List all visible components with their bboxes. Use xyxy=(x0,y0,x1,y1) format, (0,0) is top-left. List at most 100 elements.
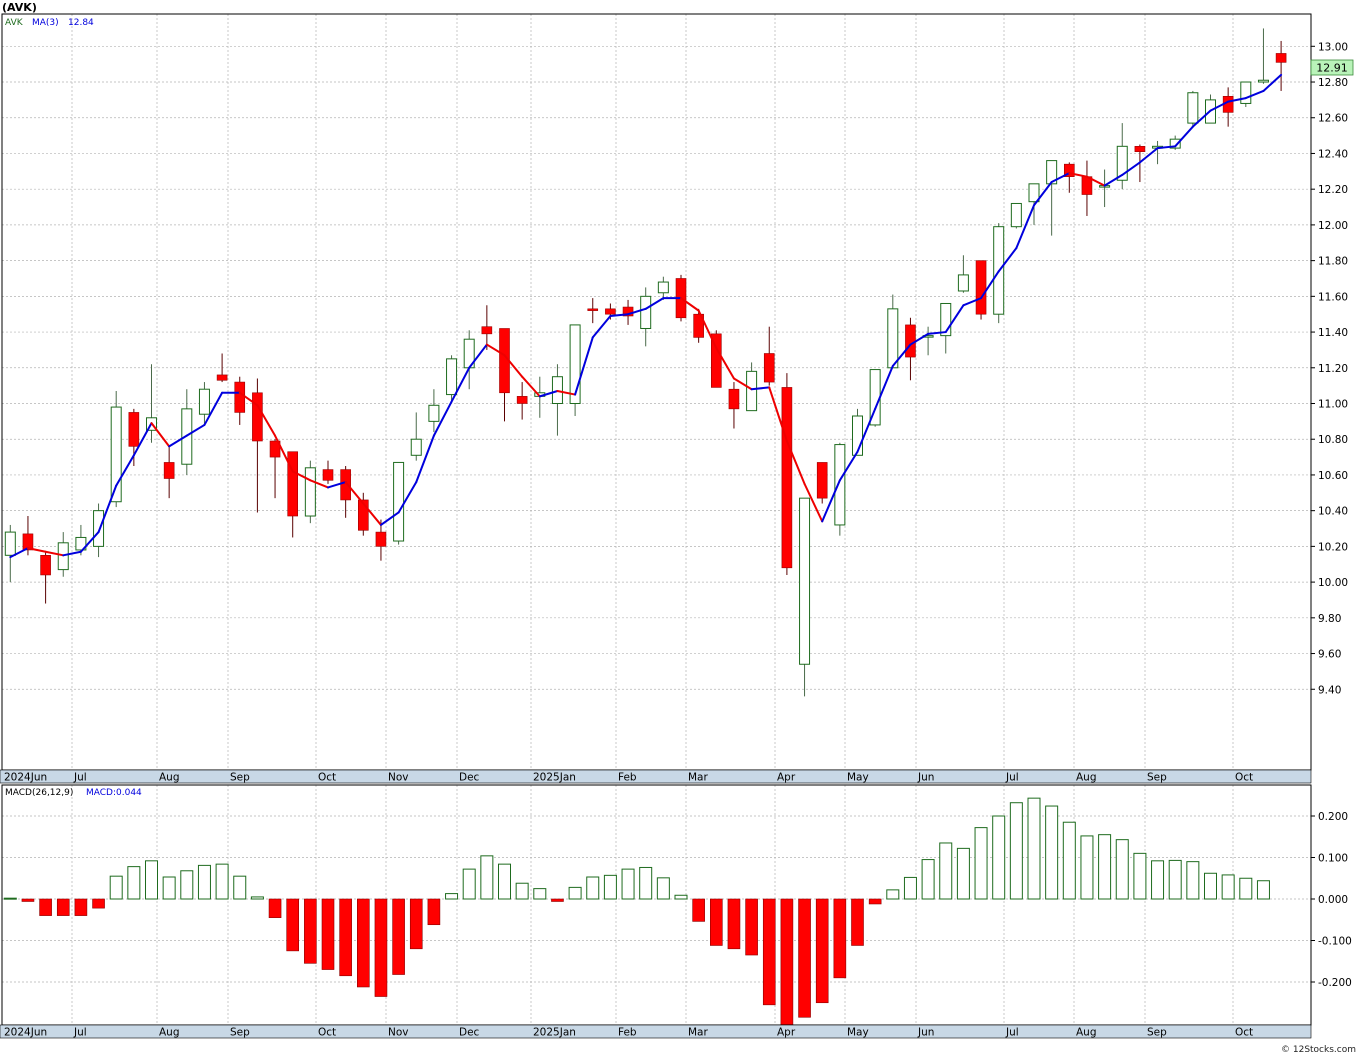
macd-bar xyxy=(145,860,158,900)
macd-tick-label: -0.100 xyxy=(1318,936,1352,948)
price-tick-label: 12.20 xyxy=(1318,184,1348,196)
ma-segment xyxy=(362,502,382,526)
ma-segment xyxy=(980,270,1000,300)
price-tick-label: 10.00 xyxy=(1318,577,1348,589)
price-x-axis-label: Mar xyxy=(688,772,708,784)
ma-segment xyxy=(1227,97,1247,103)
price-tick-label: 12.00 xyxy=(1318,220,1348,232)
candle-body xyxy=(357,499,369,531)
price-x-axis-label: Dec xyxy=(459,772,480,784)
macd-bar xyxy=(709,898,723,946)
ma-segment xyxy=(856,407,877,453)
ma-segment xyxy=(1015,204,1035,250)
ma-segment xyxy=(803,482,824,523)
candle-body xyxy=(834,444,846,526)
last-price-value: 12.91 xyxy=(1316,62,1348,75)
macd-bar xyxy=(304,898,317,964)
ma-segment xyxy=(185,423,206,437)
macd-bar xyxy=(39,898,52,916)
ma-segment xyxy=(450,366,471,403)
macd-bar xyxy=(868,898,882,905)
macd-bar xyxy=(339,898,352,977)
macd-bar xyxy=(656,877,670,900)
axes: 13.00 12.80 12.60 12.40 12.20 12.00 11.80 11.60… xyxy=(0,41,1352,1039)
price-x-axis-label: Nov xyxy=(388,772,409,784)
ma-segment xyxy=(309,479,329,489)
ma-segment xyxy=(274,434,294,473)
candle-body xyxy=(940,302,952,337)
price-x-axis-label: 2025Jan xyxy=(533,772,576,784)
macd-bar xyxy=(286,898,300,952)
ma-segment xyxy=(132,422,153,457)
ma-segment xyxy=(44,550,65,557)
price-tick-label: 12.60 xyxy=(1318,113,1348,125)
ma-segment xyxy=(168,434,188,448)
ma-segment xyxy=(909,332,930,346)
macd-bar xyxy=(515,882,529,900)
macd-tick-label: 0.100 xyxy=(1318,853,1348,865)
candle-body xyxy=(781,387,793,569)
candle-body xyxy=(516,396,528,404)
macd-tick-label: 0.000 xyxy=(1318,894,1348,906)
ma-segment xyxy=(1174,125,1194,148)
ma-segment xyxy=(1209,100,1230,112)
ma-segment xyxy=(785,440,806,485)
candle-body xyxy=(852,415,863,456)
grid-lines xyxy=(1,14,1311,1025)
ma-segment xyxy=(344,481,365,505)
price-tick-label: 9.40 xyxy=(1318,684,1341,696)
macd-bar xyxy=(939,842,953,900)
candle-body xyxy=(481,326,493,335)
macd-bar xyxy=(551,898,564,902)
ma-segment xyxy=(821,479,841,523)
macd-bar xyxy=(1256,880,1270,900)
ma-segment xyxy=(680,297,700,312)
candle-body xyxy=(375,531,387,547)
macd-bar xyxy=(356,898,370,988)
ma-segment xyxy=(432,400,453,437)
macd-x-axis-label: Apr xyxy=(777,1027,796,1039)
macd-histogram xyxy=(3,797,1270,1026)
price-x-axis-label: Aug xyxy=(159,772,180,784)
macd-x-axis-label: Sep xyxy=(1147,1027,1167,1039)
macd-bar xyxy=(21,898,35,902)
ma-segment xyxy=(291,470,312,482)
candle-body xyxy=(1010,202,1022,228)
macd-bar xyxy=(480,855,494,900)
macd-bar xyxy=(639,866,653,900)
price-x-axis-label: Jun xyxy=(917,772,934,784)
candle-body xyxy=(1028,183,1040,203)
macd-bar xyxy=(974,827,988,900)
candle-body xyxy=(816,462,828,499)
macd-bar xyxy=(1098,834,1112,900)
ma-segment xyxy=(644,297,665,310)
price-tick-label: 10.20 xyxy=(1318,541,1348,553)
macd-x-axis-label: May xyxy=(847,1027,869,1039)
ma-segment xyxy=(415,434,435,484)
macd-x-axis-label: 2025Jan xyxy=(533,1027,576,1039)
candle-body xyxy=(428,404,440,422)
candle-body xyxy=(799,497,811,665)
macd-bar xyxy=(1027,797,1041,900)
price-tick-label: 12.40 xyxy=(1318,148,1348,160)
macd-bar xyxy=(268,898,282,918)
ma-segment xyxy=(379,511,400,526)
ma-segment xyxy=(485,343,506,357)
ma-segment xyxy=(256,404,277,437)
price-x-axis-label: Jul xyxy=(73,772,87,784)
ma-segment xyxy=(962,297,983,307)
candle-body xyxy=(1116,145,1128,181)
ma-segment xyxy=(927,331,947,335)
macd-bar xyxy=(921,859,935,900)
candle-body xyxy=(587,308,599,311)
ma-segment xyxy=(768,386,788,443)
ma-segment xyxy=(838,450,859,482)
ma-segment xyxy=(97,484,118,534)
ma-segment xyxy=(1033,181,1053,207)
macd-bar xyxy=(1080,835,1094,900)
macd-bar xyxy=(427,898,441,926)
ma-segment xyxy=(574,336,594,396)
price-tick-label: 11.60 xyxy=(1318,291,1348,303)
ma-segment xyxy=(1262,73,1283,92)
